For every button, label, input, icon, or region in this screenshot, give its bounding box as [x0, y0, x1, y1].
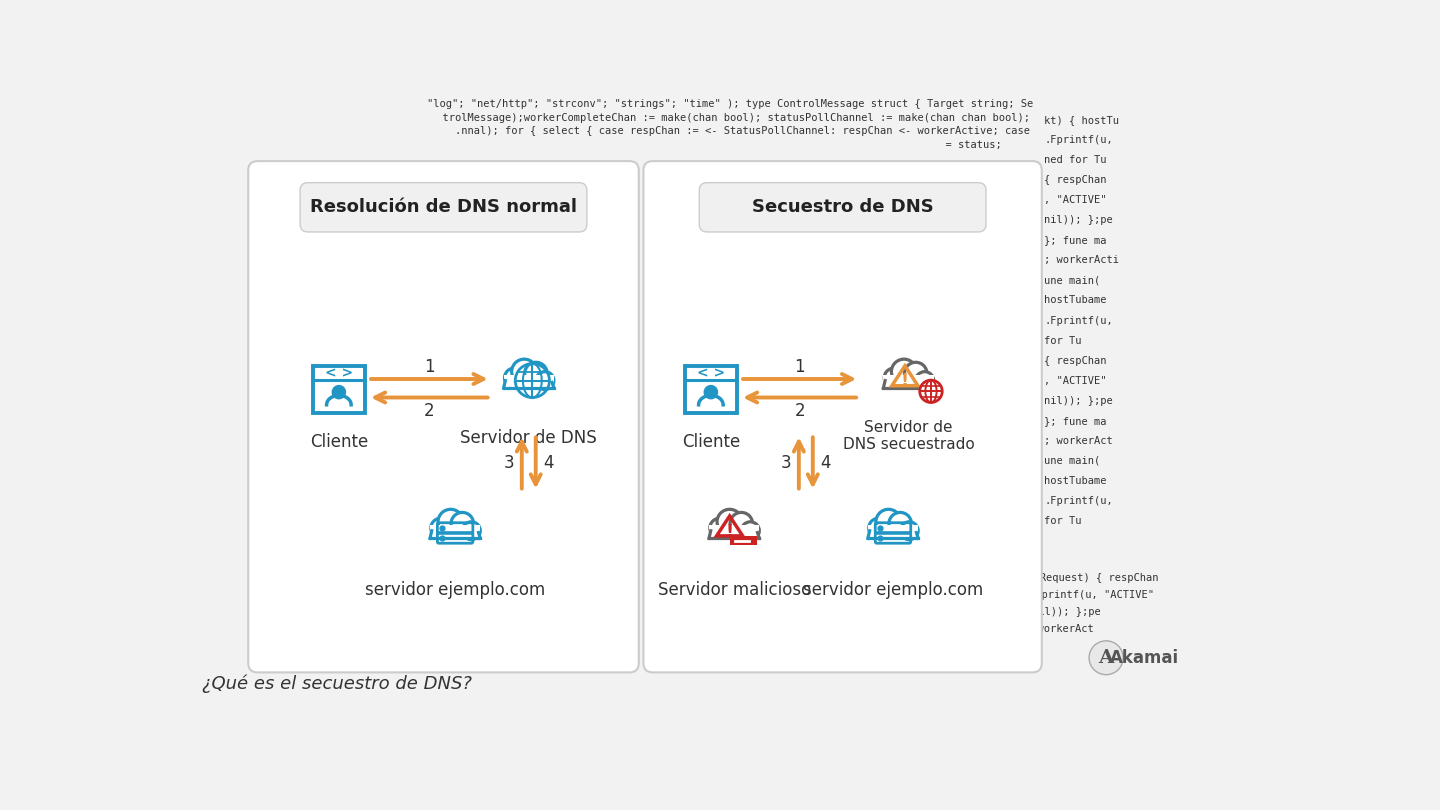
Circle shape	[730, 513, 753, 535]
Text: .Fprintf(u,: .Fprintf(u,	[1044, 135, 1113, 145]
Text: .Fprintf(u,: .Fprintf(u,	[1044, 316, 1113, 326]
Text: for Tu: for Tu	[1044, 335, 1081, 346]
Text: }; fune ma: }; fune ma	[1044, 416, 1106, 425]
Circle shape	[888, 513, 912, 535]
Text: cp.Request) { respChan: cp.Request) { respChan	[1021, 573, 1158, 583]
Text: < >: < >	[325, 366, 353, 381]
Text: 2: 2	[795, 403, 805, 420]
Text: nil)); };pe: nil)); };pe	[1032, 608, 1102, 617]
FancyBboxPatch shape	[700, 183, 986, 232]
Circle shape	[462, 522, 481, 539]
Circle shape	[524, 362, 547, 385]
FancyBboxPatch shape	[431, 525, 481, 539]
Circle shape	[710, 518, 730, 538]
Text: 4: 4	[543, 454, 553, 472]
Circle shape	[717, 509, 742, 535]
Text: Servidor de
DNS secuestrado: Servidor de DNS secuestrado	[842, 420, 975, 452]
Text: trolMessage);workerCompleteChan := make(chan bool); statusPollChannel := make(ch: trolMessage);workerCompleteChan := make(…	[431, 113, 1030, 122]
Text: A: A	[1099, 649, 1113, 667]
Text: hostTubame: hostTubame	[1044, 296, 1106, 305]
Circle shape	[891, 359, 917, 384]
Circle shape	[504, 368, 524, 388]
Text: une main(: une main(	[1044, 275, 1100, 285]
Text: "log"; "net/http"; "strconv"; "strings"; "time" ); type ControlMessage struct { : "log"; "net/http"; "strconv"; "strings";…	[428, 99, 1034, 109]
Text: ned for Tu: ned for Tu	[1044, 156, 1106, 165]
Text: servidor ejemplo.com: servidor ejemplo.com	[364, 581, 546, 599]
Circle shape	[451, 513, 474, 535]
Circle shape	[742, 522, 759, 539]
Text: for Tu: for Tu	[1044, 516, 1081, 526]
Text: 1: 1	[795, 358, 805, 376]
Circle shape	[1089, 641, 1123, 675]
Text: , "ACTIVE": , "ACTIVE"	[1044, 195, 1106, 206]
Text: 1: 1	[423, 358, 435, 376]
FancyBboxPatch shape	[883, 375, 933, 388]
Text: nil)); };pe: nil)); };pe	[1044, 395, 1113, 406]
Text: hostTubame: hostTubame	[1044, 475, 1106, 486]
Text: 2: 2	[423, 403, 435, 420]
Circle shape	[884, 368, 904, 388]
Text: Secuestro de DNS: Secuestro de DNS	[752, 198, 933, 216]
Text: }; fune ma: }; fune ma	[1044, 236, 1106, 245]
Text: kt) { hostTu: kt) { hostTu	[1044, 115, 1119, 126]
Circle shape	[511, 359, 537, 384]
Text: ; workerAct: ; workerAct	[1025, 625, 1093, 634]
Text: !: !	[726, 522, 734, 540]
Text: Akamai: Akamai	[1110, 649, 1179, 667]
Text: Servidor malicioso: Servidor malicioso	[658, 581, 811, 599]
Text: !: !	[901, 373, 909, 390]
FancyBboxPatch shape	[868, 525, 919, 539]
Circle shape	[438, 509, 464, 535]
Circle shape	[904, 362, 927, 385]
Text: une main(: une main(	[1044, 456, 1100, 466]
Text: 3: 3	[780, 454, 792, 472]
Text: < >: < >	[697, 366, 724, 381]
Text: { respChan: { respChan	[1044, 356, 1106, 365]
FancyBboxPatch shape	[504, 375, 554, 388]
Text: , "ACTIVE": , "ACTIVE"	[1044, 376, 1106, 386]
Text: nil)); };pe: nil)); };pe	[1044, 215, 1113, 225]
Text: { respChan: { respChan	[1044, 175, 1106, 185]
Circle shape	[900, 522, 919, 539]
FancyBboxPatch shape	[644, 161, 1041, 672]
Text: Resolución de DNS normal: Resolución de DNS normal	[310, 198, 577, 216]
FancyBboxPatch shape	[730, 536, 756, 545]
Circle shape	[876, 509, 901, 535]
FancyBboxPatch shape	[300, 183, 588, 232]
Text: ; workerActi: ; workerActi	[1044, 255, 1119, 266]
Text: ¿Qué es el secuestro de DNS?: ¿Qué es el secuestro de DNS?	[202, 675, 471, 693]
Text: Cliente: Cliente	[681, 433, 740, 451]
Text: Servidor de DNS: Servidor de DNS	[461, 429, 598, 447]
Circle shape	[920, 380, 942, 403]
Text: ; workerAct: ; workerAct	[1044, 436, 1113, 446]
Text: servidor ejemplo.com: servidor ejemplo.com	[804, 581, 984, 599]
Circle shape	[868, 518, 888, 538]
Text: .Fprintf(u, "ACTIVE": .Fprintf(u, "ACTIVE"	[1028, 590, 1153, 600]
Text: = status;: = status;	[458, 140, 1002, 151]
Circle shape	[536, 372, 554, 390]
Text: 4: 4	[819, 454, 831, 472]
Circle shape	[704, 386, 717, 399]
Circle shape	[431, 518, 451, 538]
Text: Cliente: Cliente	[310, 433, 369, 451]
Text: .nnal); for { select { case respChan := <- StatusPollChannel: respChan <- worker: .nnal); for { select { case respChan := …	[431, 126, 1030, 136]
Text: .Fprintf(u,: .Fprintf(u,	[1044, 496, 1113, 505]
FancyBboxPatch shape	[708, 525, 759, 539]
Circle shape	[916, 372, 933, 390]
Circle shape	[333, 386, 346, 399]
Text: 3: 3	[504, 454, 514, 472]
FancyBboxPatch shape	[248, 161, 639, 672]
